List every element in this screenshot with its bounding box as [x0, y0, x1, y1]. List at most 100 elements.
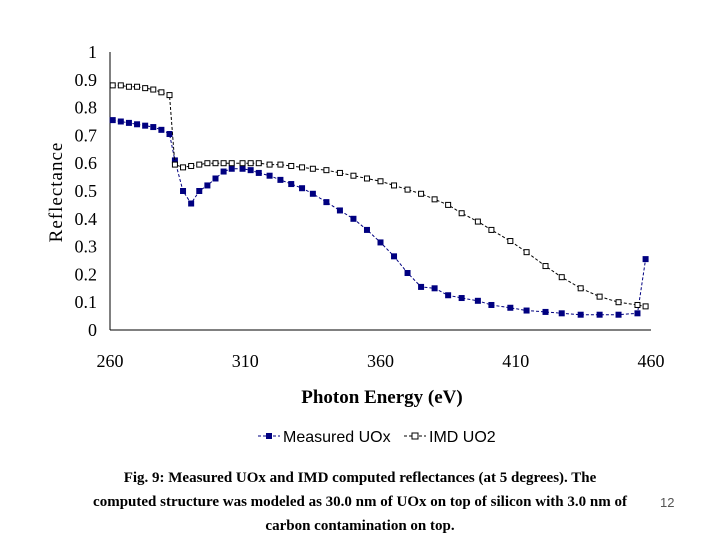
data-point	[220, 168, 227, 175]
y-axis-label: Reflectance	[46, 142, 67, 243]
data-point	[474, 297, 481, 304]
data-point	[204, 182, 211, 189]
data-point	[125, 83, 132, 90]
data-point	[247, 160, 254, 167]
data-point	[431, 196, 438, 203]
legend-label-imd: IMD UO2	[429, 429, 496, 446]
data-point	[299, 164, 306, 171]
data-point	[558, 310, 565, 317]
data-point	[615, 311, 622, 318]
data-point	[558, 274, 565, 281]
data-point	[204, 160, 211, 167]
caption-line-2: computed structure was modeled as 30.0 n…	[93, 494, 627, 510]
data-point	[117, 118, 124, 125]
x-tick-label: 460	[638, 351, 665, 371]
data-point	[488, 226, 495, 233]
data-point	[350, 215, 357, 222]
x-tick-label: 360	[367, 351, 394, 371]
x-tick-label: 260	[97, 351, 124, 371]
data-point	[391, 182, 398, 189]
data-point	[188, 200, 195, 207]
data-point	[363, 175, 370, 182]
data-point	[418, 190, 425, 197]
data-point	[142, 85, 149, 92]
data-point	[542, 263, 549, 270]
y-tick-label: 0.3	[75, 237, 98, 257]
y-tick-label: 0.6	[75, 153, 98, 173]
data-point	[266, 172, 273, 179]
data-point	[431, 285, 438, 292]
data-point	[377, 178, 384, 185]
caption-line-3: carbon contamination on top.	[265, 518, 455, 534]
data-point	[377, 239, 384, 246]
data-point	[188, 162, 195, 169]
y-tick-label: 0.8	[75, 98, 98, 118]
data-point	[180, 188, 187, 194]
legend-entry-imd: IMD UO2	[404, 429, 496, 446]
data-point	[134, 83, 141, 90]
data-point	[288, 162, 295, 169]
data-point	[404, 270, 411, 277]
data-point	[363, 226, 370, 233]
data-point	[212, 175, 219, 182]
data-point	[634, 310, 641, 317]
data-point	[474, 218, 481, 225]
data-point	[125, 119, 132, 126]
data-point	[180, 164, 187, 171]
data-point	[323, 167, 330, 174]
data-point	[277, 161, 284, 168]
y-tick-label: 0	[88, 320, 97, 340]
data-point	[642, 256, 649, 263]
data-point	[391, 253, 398, 260]
data-point	[196, 188, 203, 194]
x-tick-label: 410	[502, 351, 529, 371]
data-point	[150, 124, 157, 131]
data-point	[109, 117, 116, 124]
data-point	[418, 283, 425, 290]
data-point	[228, 160, 235, 167]
legend-label-measured: Measured UOx	[283, 429, 391, 446]
data-point	[166, 131, 173, 138]
data-point	[288, 181, 295, 188]
data-point	[488, 301, 495, 308]
y-tick-labels: 0 0.1 0.2 0.3 0.4 0.5 0.6 0.7 0.8 0.9 1	[75, 42, 98, 340]
data-point	[523, 249, 530, 256]
data-point	[239, 160, 246, 167]
data-point	[247, 167, 254, 174]
series-line	[112, 119, 647, 316]
data-point	[228, 165, 235, 172]
data-point	[239, 165, 246, 172]
data-point	[109, 82, 116, 89]
x-tick-label: 310	[232, 351, 259, 371]
data-point	[542, 308, 549, 315]
data-point	[458, 295, 465, 302]
data-point	[220, 160, 227, 167]
data-point	[158, 89, 165, 96]
data-point	[117, 82, 124, 89]
page-number: 12	[660, 495, 675, 510]
y-tick-label: 0.7	[75, 125, 98, 145]
data-point	[615, 299, 622, 306]
data-point	[577, 311, 584, 318]
legend: Measured UOx IMD UO2	[258, 429, 496, 446]
caption-line-1: Fig. 9: Measured UOx and IMD computed re…	[123, 470, 597, 486]
data-point	[445, 292, 452, 299]
data-point	[266, 161, 273, 168]
data-point	[142, 122, 149, 129]
series-layer	[109, 82, 649, 318]
figure-caption: Fig. 9: Measured UOx and IMD computed re…	[20, 466, 700, 538]
series-imd-uo2	[109, 82, 649, 310]
y-tick-label: 0.9	[75, 70, 98, 90]
data-point	[336, 169, 343, 176]
reflectance-chart: 0 0.1 0.2 0.3 0.4 0.5 0.6 0.7 0.8 0.9 1 260 310 360 4…	[46, 42, 665, 446]
data-point	[596, 293, 603, 300]
data-point	[171, 157, 178, 164]
legend-marker-open-square	[411, 432, 419, 440]
data-point	[134, 121, 141, 128]
y-tick-label: 0.5	[75, 181, 98, 201]
series-measured-uox	[109, 117, 649, 318]
data-point	[309, 190, 316, 197]
axes	[109, 52, 651, 331]
data-point	[158, 126, 165, 133]
y-tick-label: 0.4	[75, 209, 98, 229]
